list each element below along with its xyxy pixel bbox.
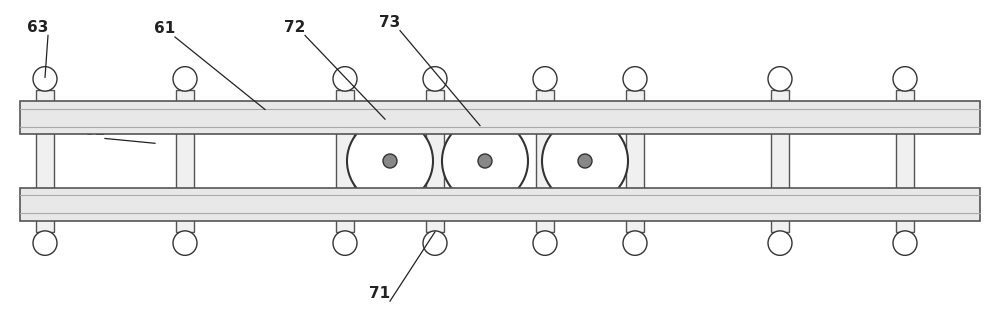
Ellipse shape xyxy=(533,231,557,255)
Bar xyxy=(20,101,980,134)
Ellipse shape xyxy=(442,118,528,204)
Ellipse shape xyxy=(623,231,647,255)
Text: 61: 61 xyxy=(154,22,176,36)
Ellipse shape xyxy=(533,67,557,91)
Ellipse shape xyxy=(383,154,397,168)
Bar xyxy=(176,90,194,232)
Ellipse shape xyxy=(333,231,357,255)
Bar xyxy=(536,90,554,232)
Bar xyxy=(20,188,980,221)
Bar xyxy=(426,90,444,232)
Bar xyxy=(336,90,354,232)
Text: 63: 63 xyxy=(27,20,49,35)
Ellipse shape xyxy=(623,67,647,91)
Ellipse shape xyxy=(542,118,628,204)
Ellipse shape xyxy=(33,231,57,255)
Text: 72: 72 xyxy=(284,20,306,35)
Bar xyxy=(896,90,914,232)
Ellipse shape xyxy=(173,67,197,91)
Ellipse shape xyxy=(478,154,492,168)
Ellipse shape xyxy=(768,231,792,255)
Bar xyxy=(36,90,54,232)
Ellipse shape xyxy=(578,154,592,168)
Text: 62: 62 xyxy=(84,123,106,138)
Ellipse shape xyxy=(423,231,447,255)
Text: 71: 71 xyxy=(369,286,391,300)
Bar xyxy=(626,90,644,232)
Ellipse shape xyxy=(333,67,357,91)
Ellipse shape xyxy=(347,118,433,204)
Ellipse shape xyxy=(893,67,917,91)
Ellipse shape xyxy=(33,67,57,91)
Ellipse shape xyxy=(173,231,197,255)
Ellipse shape xyxy=(423,67,447,91)
Bar xyxy=(771,90,789,232)
Ellipse shape xyxy=(768,67,792,91)
Ellipse shape xyxy=(893,231,917,255)
Text: 73: 73 xyxy=(379,15,401,30)
